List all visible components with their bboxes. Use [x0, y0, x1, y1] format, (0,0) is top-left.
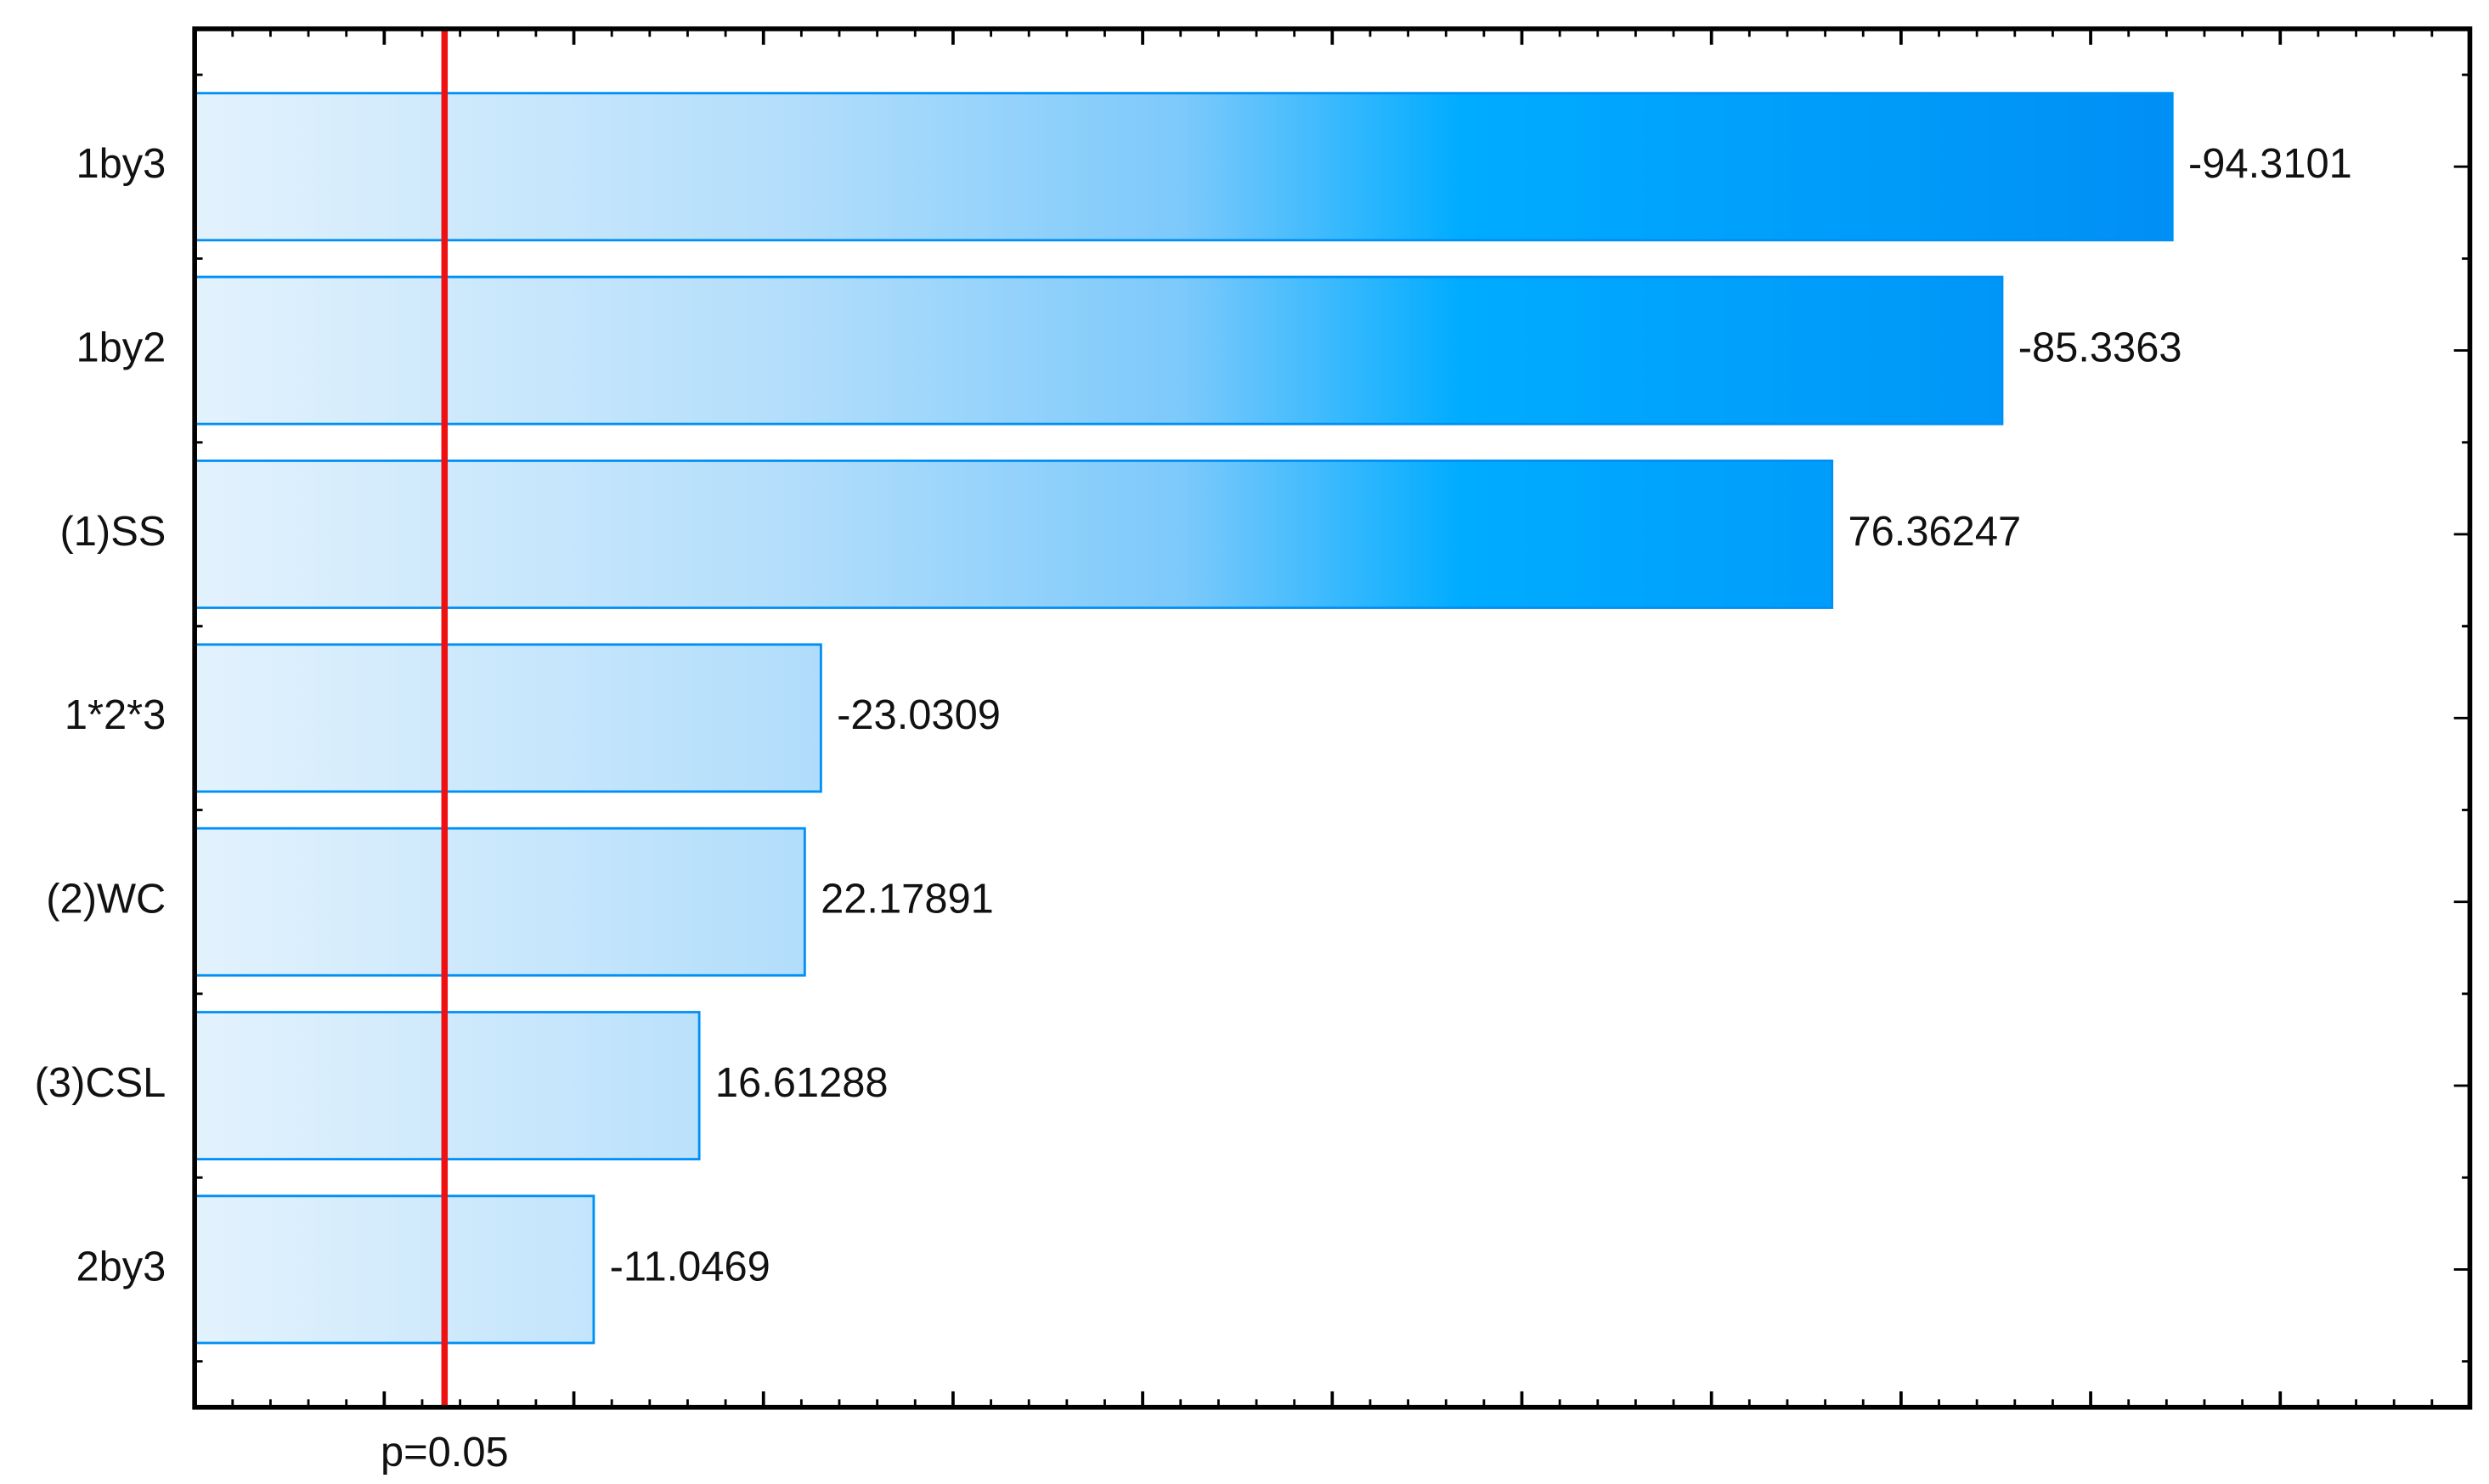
value-label: 16.61288 [715, 1060, 889, 1106]
reference-label: p=0.05 [381, 1430, 509, 1476]
y-tick-label: (1)SS [60, 509, 166, 555]
value-label: -94.3101 [2188, 141, 2352, 187]
y-tick-label: 1by3 [76, 141, 166, 187]
bar [193, 460, 1834, 609]
value-label: -85.3363 [2018, 324, 2182, 370]
value-label: -23.0309 [837, 692, 1001, 738]
y-tick-label: 1by2 [76, 324, 166, 370]
bar [193, 643, 822, 793]
bar [193, 827, 806, 977]
y-tick-label: (2)WC [46, 877, 166, 923]
plot-frame [192, 26, 2473, 1410]
bar [193, 275, 2004, 426]
bar [193, 92, 2174, 242]
y-tick-label: 2by3 [76, 1244, 166, 1289]
value-label: -11.0469 [610, 1244, 770, 1289]
value-label: 76.36247 [1848, 509, 2021, 555]
bar [193, 1194, 595, 1345]
value-label: 22.17891 [821, 877, 994, 923]
y-tick-label: 1*2*3 [65, 692, 166, 738]
y-tick-label: (3)CSL [35, 1060, 166, 1106]
